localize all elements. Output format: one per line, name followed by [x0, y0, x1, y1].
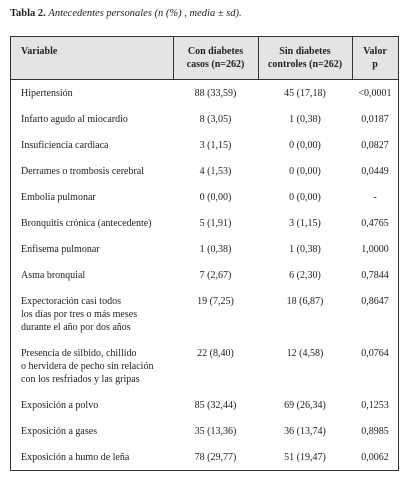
row-label: Exposición a humo de leña — [21, 451, 171, 464]
header-text: controles (n=262) — [267, 59, 343, 70]
row-label: Bronquitis crónica (antecedente) — [21, 217, 171, 230]
label-line: o hervidera de pecho sin relación — [21, 361, 154, 372]
divider — [173, 37, 174, 79]
row-label: Infarto agudo al miocardio — [21, 113, 171, 126]
divider — [258, 37, 259, 79]
row-label: Derrames o trombosis cerebral — [21, 165, 171, 178]
cell-value: 0,0062 — [361, 452, 389, 463]
row-label: Insuficiencia cardiaca — [21, 139, 171, 152]
cell-value: 85 (32,44) — [194, 400, 237, 411]
header-cell: Valor p — [352, 45, 398, 71]
label-line: Exposición a humo de leña — [21, 452, 130, 463]
cell-value: 6 (2,30) — [289, 270, 321, 281]
label-line: Bronquitis crónica (antecedente) — [21, 218, 152, 229]
table: Variable Con diabetes casos (n=262) Sin dia… — [10, 36, 399, 471]
label-line: durante el año por dos años — [21, 322, 131, 333]
divider — [352, 37, 353, 79]
label-line: Presencia de silbido, chillido — [21, 348, 137, 359]
cell-value: 0,0187 — [361, 114, 389, 125]
label-line: Infarto agudo al miocardio — [21, 114, 128, 125]
cell-value: 0 (0,00) — [289, 166, 321, 177]
label-line: con los resfriados y las gripas — [21, 374, 140, 385]
cell-value: 36 (13,74) — [284, 426, 326, 437]
cell-value: <0,0001 — [358, 88, 392, 99]
cell-value: 0,8985 — [361, 426, 389, 437]
cell-value: 0,7844 — [361, 270, 389, 281]
cell-value: 0,1253 — [361, 400, 389, 411]
header-cell: Variable — [21, 45, 171, 58]
row-label: Hipertensión — [21, 87, 171, 100]
cell-value: 0,0449 — [361, 166, 389, 177]
label-line: Exposición a gases — [21, 426, 98, 437]
cell-value: 4 (1,53) — [199, 166, 232, 177]
row-label: Embolia pulmonar — [21, 191, 171, 204]
cell-value: 5 (1,91) — [199, 218, 232, 229]
header-cell: Con diabetes casos (n=262) — [173, 45, 258, 71]
cell-value: 0 (0,00) — [289, 140, 321, 151]
cell-value: 0 (0,00) — [199, 192, 232, 203]
caption: Tabla 2. Antecedentes personales (n (%) … — [10, 8, 242, 19]
row-label: Asma bronquial — [21, 269, 171, 282]
cell-value: 12 (4,58) — [286, 348, 324, 359]
row-label: Expectoración casi todos los días por tre… — [21, 295, 171, 334]
cell-value: 78 (29,77) — [194, 452, 237, 463]
cell-value: 0 (0,00) — [289, 192, 321, 203]
cell-value: 19 (7,25) — [197, 296, 234, 307]
header-text: casos (n=262) — [186, 59, 245, 70]
header-text: p — [372, 59, 378, 70]
caption-label: Tabla 2. — [10, 8, 46, 19]
label-line: Asma bronquial — [21, 270, 86, 281]
cell-value: 1 (0,38) — [199, 244, 232, 255]
cell-value: 45 (17,18) — [284, 88, 326, 99]
label-line: Embolia pulmonar — [21, 192, 96, 203]
label-line: Insuficiencia cardiaca — [21, 140, 109, 151]
cell-value: 35 (13,36) — [194, 426, 237, 437]
label-line: Derrames o trombosis cerebral — [21, 166, 145, 177]
header-text: Con diabetes — [187, 46, 244, 57]
cell-value: 0,4765 — [361, 218, 389, 229]
cell-value: 3 (1,15) — [289, 218, 321, 229]
cell-value: 0,8647 — [361, 296, 389, 307]
label-line: Exposición a polvo — [21, 400, 99, 411]
cell-value: 0,0764 — [361, 348, 389, 359]
cell-value: 7 (2,67) — [199, 270, 232, 281]
cell-value: 22 (8,40) — [197, 348, 234, 359]
row-label: Exposición a polvo — [21, 399, 171, 412]
header-text: Sin diabetes — [279, 46, 331, 57]
label-line: Hipertensión — [21, 88, 73, 99]
label-line: Expectoración casi todos — [21, 296, 121, 307]
cell-value: 8 (3,05) — [199, 114, 232, 125]
header-text: Variable — [21, 46, 58, 57]
cell-value: 1,0000 — [361, 244, 389, 255]
label-line: los días por tres o más meses — [21, 309, 138, 320]
label-line: Enfisema pulmonar — [21, 244, 100, 255]
header-cell: Sin diabetes controles (n=262) — [258, 45, 352, 71]
header-row — [11, 37, 398, 80]
cell-value: 1 (0,38) — [289, 114, 321, 125]
cell-value: 0,0827 — [361, 140, 389, 151]
row-label: Exposición a gases — [21, 425, 171, 438]
row-label: Presencia de silbido, chillido o hervider… — [21, 347, 171, 386]
cell-value: 18 (6,87) — [286, 296, 324, 307]
cell-value: - — [373, 192, 377, 203]
cell-value: 3 (1,15) — [199, 140, 232, 151]
caption-text: Antecedentes personales (n (%) , media ±… — [48, 8, 242, 19]
header-text: Valor — [363, 46, 387, 57]
cell-value: 88 (33,59) — [194, 88, 237, 99]
cell-value: 69 (26,34) — [284, 400, 326, 411]
row-label: Enfisema pulmonar — [21, 243, 171, 256]
cell-value: 51 (19,47) — [284, 452, 326, 463]
cell-value: 1 (0,38) — [289, 244, 321, 255]
